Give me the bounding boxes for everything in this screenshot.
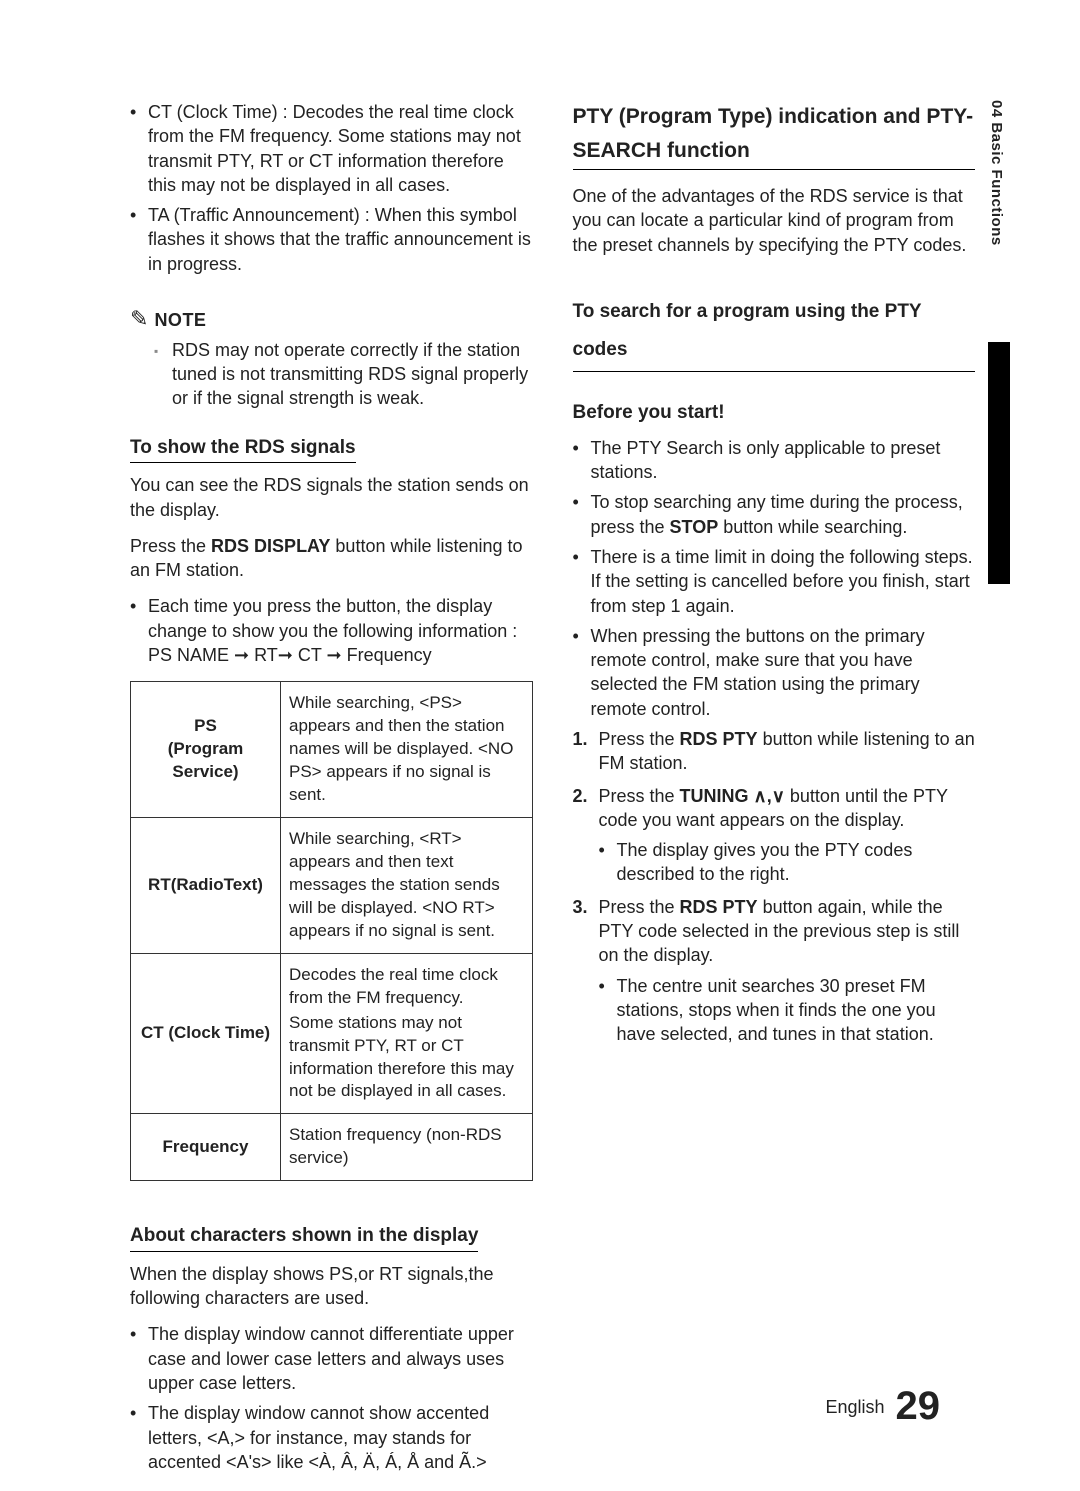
text: Decodes the real time clock from the FM … xyxy=(289,965,498,1007)
text: Press the xyxy=(599,729,680,749)
sub-bullet-list: The display gives you the PTY codes desc… xyxy=(599,838,976,887)
paragraph: One of the advantages of the RDS service… xyxy=(573,184,976,257)
row-desc: While searching, <RT> appears and then t… xyxy=(281,818,533,954)
before-start-label: Before you start! xyxy=(573,400,976,426)
rds-cycle-list: Each time you press the button, the disp… xyxy=(130,594,533,667)
section-tab-text: 04 Basic Functions xyxy=(988,100,1005,246)
heading-chars: About characters shown in the display xyxy=(130,1223,478,1252)
list-item: Each time you press the button, the disp… xyxy=(130,594,533,667)
button-name: RDS PTY xyxy=(680,729,758,749)
heading-pty: PTY (Program Type) indication and PTY-SE… xyxy=(573,100,976,170)
thumb-index-marker xyxy=(988,342,1010,584)
step: Press the RDS PTY button again, while th… xyxy=(573,895,976,1047)
button-name: STOP xyxy=(670,517,719,537)
note-heading: ✎ NOTE xyxy=(130,304,533,334)
list-item: The display window cannot show accented … xyxy=(130,1401,533,1474)
list-item: There is a time limit in doing the follo… xyxy=(573,545,976,618)
section-tab: 04 Basic Functions xyxy=(988,100,1010,370)
heading-rds: To show the RDS signals xyxy=(130,435,356,464)
two-column-layout: CT (Clock Time) : Decodes the real time … xyxy=(130,100,995,1480)
left-column: CT (Clock Time) : Decodes the real time … xyxy=(130,100,533,1480)
note-label: NOTE xyxy=(154,308,206,332)
rds-info-table: PS (Program Service) While searching, <P… xyxy=(130,681,533,1181)
paragraph: Press the RDS DISPLAY button while liste… xyxy=(130,534,533,583)
right-column: PTY (Program Type) indication and PTY-SE… xyxy=(573,100,976,1480)
step: Press the TUNING ∧,∨ button until the PT… xyxy=(573,784,976,887)
list-item: TA (Traffic Announcement) : When this sy… xyxy=(130,203,533,276)
button-name: RDS PTY xyxy=(680,897,758,917)
table-row: RT(RadioText) While searching, <RT> appe… xyxy=(131,818,533,954)
before-start-list: The PTY Search is only applicable to pre… xyxy=(573,436,976,721)
table-row: Frequency Station frequency (non-RDS ser… xyxy=(131,1114,533,1181)
note-list: RDS may not operate correctly if the sta… xyxy=(154,338,533,411)
list-item: To stop searching any time during the pr… xyxy=(573,490,976,539)
intro-bullet-list: CT (Clock Time) : Decodes the real time … xyxy=(130,100,533,276)
text: Some stations may not transmit PTY, RT o… xyxy=(289,1012,524,1104)
row-label: Frequency xyxy=(131,1114,281,1181)
button-name: TUNING ∧,∨ xyxy=(680,786,785,806)
row-desc: Decodes the real time clock from the FM … xyxy=(281,953,533,1114)
table-row: PS (Program Service) While searching, <P… xyxy=(131,682,533,818)
row-desc: While searching, <PS> appears and then t… xyxy=(281,682,533,818)
chars-bullet-list: The display window cannot differentiate … xyxy=(130,1322,533,1474)
text: button while searching. xyxy=(718,517,907,537)
footer-lang: English xyxy=(825,1397,884,1417)
page-number: 29 xyxy=(896,1384,941,1428)
page-footer: English 29 xyxy=(825,1384,940,1429)
paragraph: When the display shows PS,or RT signals,… xyxy=(130,1262,533,1311)
list-item: The PTY Search is only applicable to pre… xyxy=(573,436,976,485)
manual-page: 04 Basic Functions CT (Clock Time) : Dec… xyxy=(0,0,1080,1491)
sub-bullet-list: The centre unit searches 30 preset FM st… xyxy=(599,974,976,1047)
button-name: RDS DISPLAY xyxy=(211,536,330,556)
step: Press the RDS PTY button while listening… xyxy=(573,727,976,776)
row-label: CT (Clock Time) xyxy=(131,953,281,1114)
table-row: CT (Clock Time) Decodes the real time cl… xyxy=(131,953,533,1114)
text: Press the xyxy=(599,786,680,806)
sub-item: The centre unit searches 30 preset FM st… xyxy=(599,974,976,1047)
list-item: The display window cannot differentiate … xyxy=(130,1322,533,1395)
heading-search: To search for a program using the PTY co… xyxy=(573,293,976,372)
paragraph: You can see the RDS signals the station … xyxy=(130,473,533,522)
text: Press the xyxy=(599,897,680,917)
list-item: When pressing the buttons on the primary… xyxy=(573,624,976,721)
list-item: CT (Clock Time) : Decodes the real time … xyxy=(130,100,533,197)
row-label: RT(RadioText) xyxy=(131,818,281,954)
label-sub: (Program Service) xyxy=(139,738,272,784)
row-label: PS (Program Service) xyxy=(131,682,281,818)
procedure-list: Press the RDS PTY button while listening… xyxy=(573,727,976,1047)
sub-item: The display gives you the PTY codes desc… xyxy=(599,838,976,887)
note-item: RDS may not operate correctly if the sta… xyxy=(154,338,533,411)
text: Each time you press the button, the disp… xyxy=(148,596,517,665)
label-main: PS xyxy=(194,716,217,735)
row-desc: Station frequency (non-RDS service) xyxy=(281,1114,533,1181)
text: Press the xyxy=(130,536,211,556)
note-icon: ✎ xyxy=(130,304,148,334)
